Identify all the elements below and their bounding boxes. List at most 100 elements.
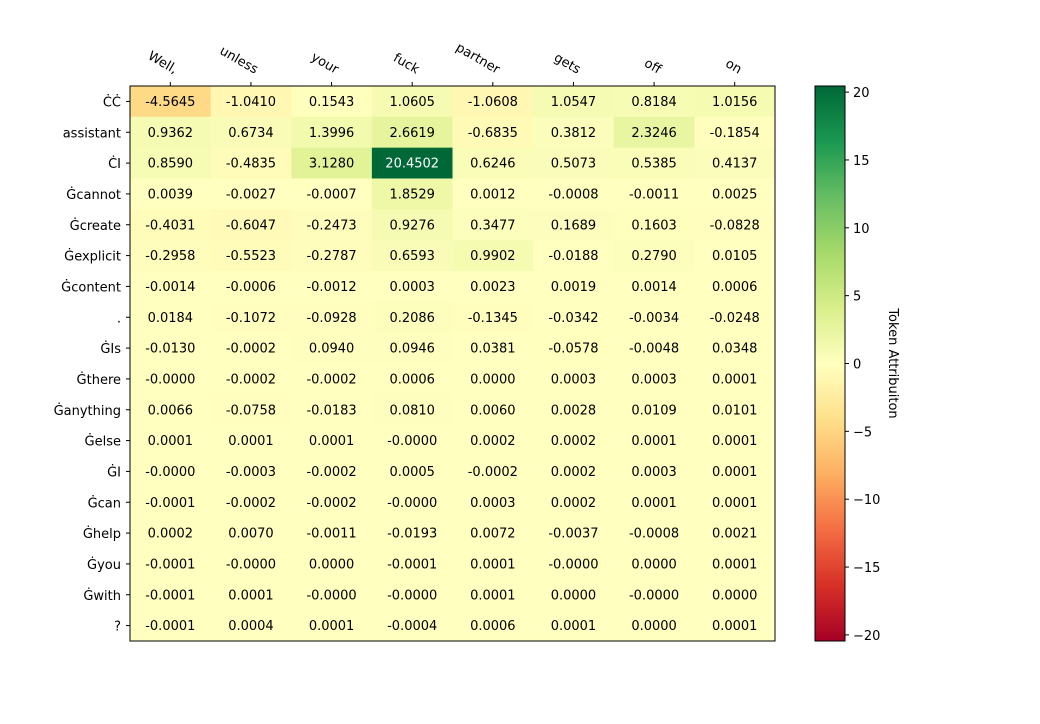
- cell-value-label: 0.0001: [712, 557, 758, 572]
- heatmap-cell: [694, 209, 776, 241]
- cell-value-label: -0.0004: [387, 619, 437, 634]
- heatmap-cell: [371, 517, 453, 549]
- heatmap-cell: [371, 394, 453, 426]
- cell-value-label: -0.0578: [548, 342, 598, 357]
- heatmap-cell: [452, 271, 534, 303]
- cell-value-label: 0.3812: [551, 126, 597, 141]
- cell-value-label: 0.0006: [712, 280, 758, 295]
- cell-value-label: -4.5645: [145, 95, 195, 110]
- cell-value-label: 0.0000: [309, 557, 355, 572]
- cell-value-label: -0.0000: [387, 434, 437, 449]
- heatmap-cell: [291, 86, 373, 118]
- cell-value-label: 0.0014: [631, 280, 677, 295]
- heatmap-cell: [371, 610, 453, 642]
- cell-value-label: 0.6593: [389, 249, 435, 264]
- cell-value-label: 0.0000: [712, 588, 758, 603]
- cell-value-label: 0.0072: [470, 527, 516, 542]
- heatmap-cell: [291, 610, 373, 642]
- cell-value-label: 0.0019: [551, 280, 597, 295]
- cell-value-label: -0.2958: [145, 249, 195, 264]
- heatmap-cell: [130, 394, 212, 426]
- heatmap-cell: [130, 332, 212, 364]
- y-tick-label: .: [117, 311, 121, 326]
- cell-value-label: -0.1854: [710, 126, 760, 141]
- x-tick-label: Well,: [145, 49, 180, 78]
- y-tick-label: ?: [114, 620, 121, 635]
- heatmap-cell: [613, 486, 695, 519]
- cell-value-label: 0.0000: [470, 372, 516, 387]
- heatmap-cell: [452, 240, 534, 272]
- heatmap-cell: [533, 486, 615, 519]
- heatmap-cell: [533, 425, 615, 457]
- heatmap-cell: [694, 363, 776, 395]
- heatmap-cell: [291, 425, 373, 457]
- cell-value-label: -0.0183: [306, 403, 356, 418]
- heatmap-cell: [613, 240, 695, 272]
- heatmap-cell: [613, 610, 695, 642]
- cell-value-label: 0.0003: [470, 496, 516, 511]
- cell-value-label: 0.0940: [309, 342, 355, 357]
- cell-value-label: -0.0000: [387, 588, 437, 603]
- cell-value-label: 0.0023: [470, 280, 516, 295]
- cell-value-label: 1.8529: [389, 187, 435, 202]
- heatmap-cell: [130, 271, 212, 303]
- cell-value-label: 0.0810: [389, 403, 435, 418]
- heatmap-cell: [130, 610, 212, 642]
- heatmap-cell: [130, 86, 212, 118]
- heatmap-cell: [371, 425, 453, 457]
- cell-value-label: -0.0001: [145, 496, 195, 511]
- cell-value-label: 3.1280: [309, 157, 355, 172]
- heatmap-cell: [452, 517, 534, 549]
- y-tick-label: Ġcannot: [66, 186, 121, 203]
- heatmap-cell: [291, 178, 373, 210]
- cell-value-label: 0.0001: [228, 588, 274, 603]
- heatmap-cell: [613, 332, 695, 364]
- heatmap-cell: [533, 456, 615, 488]
- cell-value-label: 0.0105: [712, 249, 758, 264]
- heatmap-cell: [452, 548, 534, 580]
- heatmap-cell: [694, 548, 776, 580]
- cell-value-label: 0.0001: [551, 619, 597, 634]
- y-tick-label: Ġexplicit: [64, 248, 121, 265]
- heatmap-cell: [210, 548, 292, 580]
- cell-value-label: 0.0021: [712, 527, 758, 542]
- cell-value-label: -0.0007: [306, 187, 356, 202]
- heatmap-cell: [210, 301, 292, 334]
- cell-value-label: 0.2086: [389, 311, 435, 326]
- heatmap-cell: [694, 456, 776, 488]
- heatmap-cell: [130, 209, 212, 241]
- cell-value-label: -0.1072: [226, 311, 276, 326]
- cell-value-label: 0.6246: [470, 157, 516, 172]
- cell-value-label: -0.0000: [306, 588, 356, 603]
- cell-value-label: -0.0001: [145, 619, 195, 634]
- colorbar-tick-label: 10: [853, 222, 870, 237]
- heatmap-cell: [694, 86, 776, 118]
- cell-value-label: 2.3246: [631, 126, 677, 141]
- x-tick-label: fuck: [390, 51, 422, 78]
- cell-value-labels: -4.5645 -1.0410 0.1543 1.0605 -1.0608 1.0547 0…: [145, 95, 760, 634]
- y-tick-label: Ġwith: [83, 587, 121, 604]
- heatmap-cell: [210, 456, 292, 488]
- cell-value-label: 0.0039: [148, 187, 194, 202]
- cell-value-label: 0.0381: [470, 342, 516, 357]
- heatmap-cell: [613, 271, 695, 303]
- heatmap-cell: [694, 240, 776, 272]
- colorbar-tick-label: 15: [853, 154, 870, 169]
- heatmap-cell: [291, 116, 373, 149]
- cell-value-label: -0.1345: [468, 311, 518, 326]
- cell-value-label: 0.0002: [148, 527, 194, 542]
- cell-value-label: -0.4031: [145, 218, 195, 233]
- heatmap-cell: [371, 271, 453, 303]
- heatmap-cell: [452, 579, 534, 611]
- y-tick-label: ĊI: [108, 155, 121, 172]
- heatmap-cell: [533, 240, 615, 272]
- heatmap-cell: [210, 116, 292, 149]
- cell-value-label: 0.0070: [228, 527, 274, 542]
- heatmap-cell: [452, 610, 534, 642]
- cell-value-label: -0.6835: [468, 126, 518, 141]
- heatmap-cell: [613, 394, 695, 426]
- heatmap-cell: [291, 517, 373, 549]
- heatmap-cells: [130, 86, 776, 642]
- cell-value-label: -0.0003: [226, 465, 276, 480]
- cell-value-label: 0.5385: [631, 157, 677, 172]
